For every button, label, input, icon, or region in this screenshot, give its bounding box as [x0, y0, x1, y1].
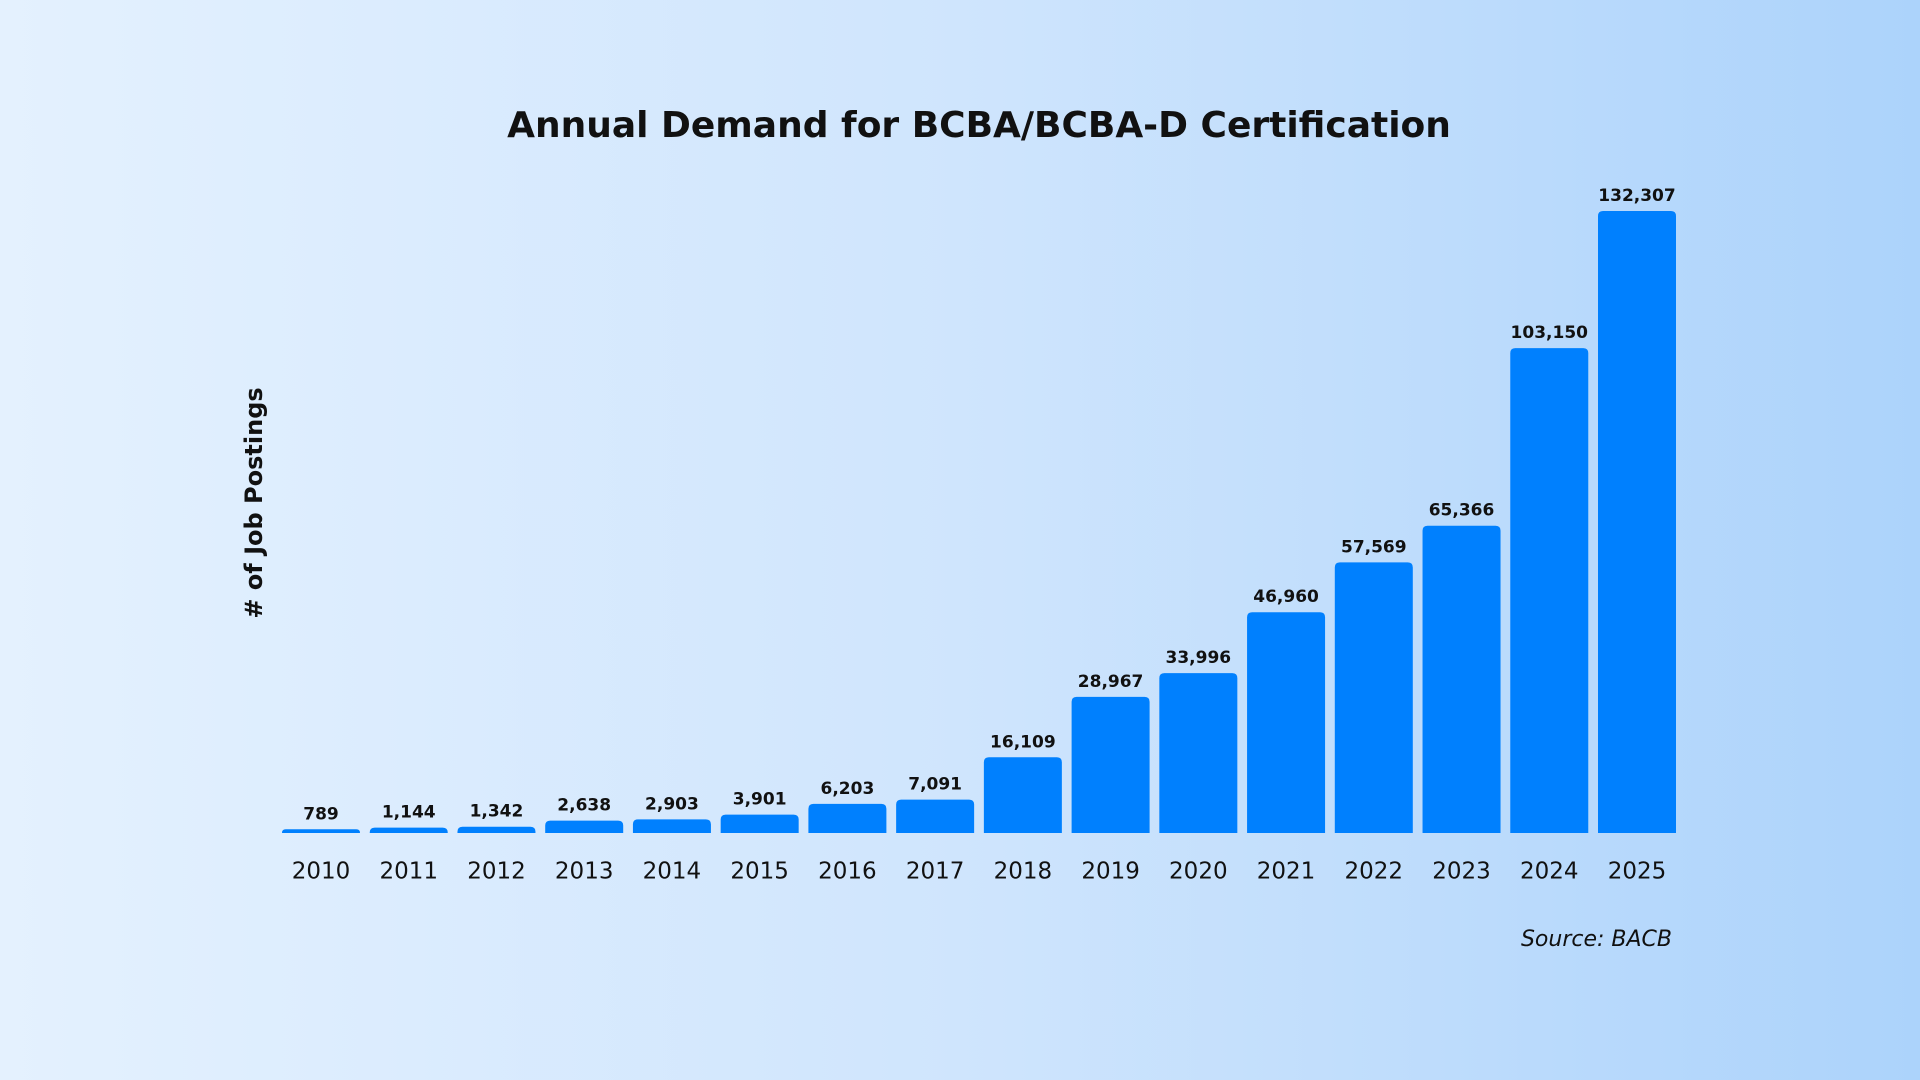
bar: [1510, 348, 1589, 833]
x-tick-label: 2011: [379, 859, 438, 885]
value-label: 6,203: [821, 779, 875, 799]
x-tick-label: 2015: [730, 859, 789, 885]
bar: [1598, 211, 1676, 833]
bar: [369, 827, 448, 833]
bar: [545, 820, 624, 833]
bar: [1247, 612, 1326, 833]
value-label: 33,996: [1166, 648, 1232, 668]
x-tick-label: 2017: [906, 859, 965, 885]
bar: [1334, 562, 1413, 833]
y-axis-label: # of Job Postings: [240, 387, 268, 618]
x-tick-label: 2016: [818, 859, 877, 885]
bar: [983, 757, 1062, 833]
bar: [896, 799, 975, 833]
chart-title: Annual Demand for BCBA/BCBA-D Certificat…: [507, 105, 1451, 146]
bar: [457, 826, 536, 833]
value-label: 7,091: [908, 775, 962, 795]
x-tick-label: 2021: [1257, 859, 1316, 885]
x-tick-label: 2024: [1520, 859, 1579, 885]
x-tick-label: 2012: [467, 859, 526, 885]
value-label: 132,307: [1598, 186, 1675, 206]
bar: [1159, 673, 1238, 833]
value-label: 2,638: [557, 796, 611, 816]
value-label: 789: [303, 804, 339, 824]
bar: [282, 829, 360, 833]
x-tick-label: 2018: [994, 859, 1053, 885]
x-tick-label: 2020: [1169, 859, 1228, 885]
value-label: 3,901: [733, 790, 787, 810]
bar: [720, 814, 799, 833]
x-tick-label: 2022: [1345, 859, 1404, 885]
bar: [1422, 525, 1501, 833]
bar: [808, 803, 887, 833]
x-tick-label: 2019: [1081, 859, 1140, 885]
x-tick-label: 2025: [1608, 859, 1667, 885]
x-tick-label: 2010: [292, 859, 351, 885]
value-label: 57,569: [1341, 537, 1407, 557]
x-tick-label: 2014: [643, 859, 702, 885]
x-tick-label: 2013: [555, 859, 614, 885]
x-tick-label: 2023: [1432, 859, 1491, 885]
value-label: 2,903: [645, 794, 699, 814]
value-label: 46,960: [1253, 587, 1319, 607]
source: Source: BACB: [1521, 927, 1672, 952]
value-label: 1,144: [382, 803, 436, 823]
value-label: 65,366: [1429, 501, 1495, 521]
value-label: 28,967: [1078, 672, 1144, 692]
value-label: 16,109: [990, 732, 1056, 752]
bar: [632, 819, 711, 833]
value-label: 103,150: [1511, 323, 1589, 343]
bar: [1071, 696, 1150, 833]
value-label: 1,342: [470, 802, 524, 822]
